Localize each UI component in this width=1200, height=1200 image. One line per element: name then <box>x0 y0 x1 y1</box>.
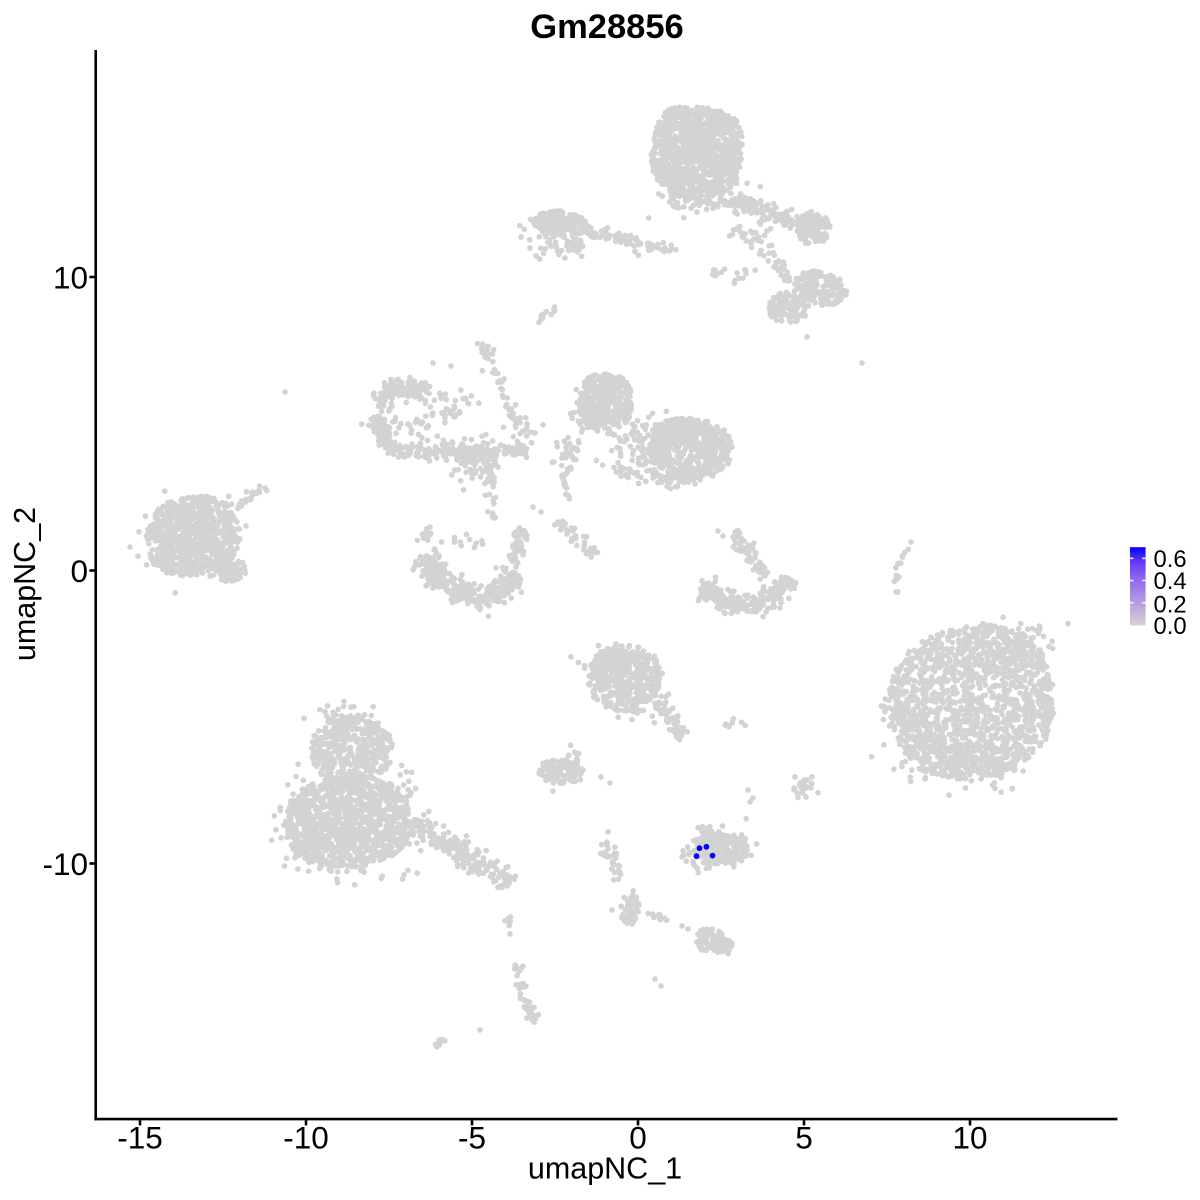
svg-text:umapNC_2: umapNC_2 <box>8 507 42 661</box>
svg-text:0.2: 0.2 <box>1154 592 1187 619</box>
svg-text:-10: -10 <box>283 1120 329 1156</box>
svg-text:10: 10 <box>53 260 88 296</box>
svg-text:-10: -10 <box>42 846 88 882</box>
svg-text:-5: -5 <box>458 1120 486 1156</box>
svg-text:0.4: 0.4 <box>1154 568 1187 595</box>
svg-text:5: 5 <box>795 1120 813 1156</box>
svg-text:0.0: 0.0 <box>1154 613 1187 640</box>
svg-text:0.6: 0.6 <box>1154 546 1187 573</box>
svg-text:umapNC_1: umapNC_1 <box>528 1152 682 1186</box>
svg-text:0: 0 <box>629 1120 647 1156</box>
svg-text:Gm28856: Gm28856 <box>530 8 683 46</box>
svg-text:0: 0 <box>70 553 88 589</box>
svg-text:-15: -15 <box>117 1120 163 1156</box>
svg-text:10: 10 <box>952 1120 987 1156</box>
